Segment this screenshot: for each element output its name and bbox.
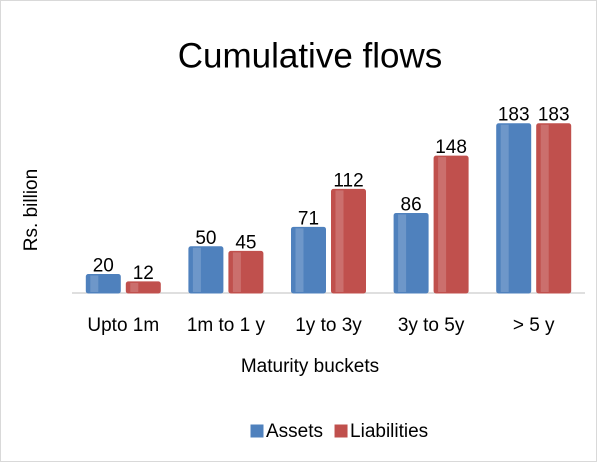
bar-shine <box>438 157 447 292</box>
bar-shine <box>500 124 509 292</box>
data-label: 86 <box>401 194 422 215</box>
data-label: 112 <box>333 170 363 191</box>
bar-shine <box>398 214 407 292</box>
legend-swatch <box>250 424 264 438</box>
bar <box>291 226 326 294</box>
bar <box>433 155 469 294</box>
bar-shine <box>295 228 304 292</box>
x-tick-label: 1y to 3y <box>295 315 362 336</box>
data-label: 183 <box>538 105 570 126</box>
bar-shine <box>192 247 201 292</box>
bar <box>228 250 264 294</box>
data-label: 183 <box>498 105 530 126</box>
legend-swatch <box>334 424 348 438</box>
data-label: 71 <box>298 208 319 229</box>
legend-label: Assets <box>266 421 323 442</box>
data-label: 12 <box>133 263 154 284</box>
data-label: 45 <box>235 232 256 253</box>
legend-label: Liabilities <box>350 421 428 442</box>
x-tick-label: > 5 y <box>513 315 555 336</box>
chart-title: Cumulative flows <box>178 36 443 75</box>
data-label: 20 <box>93 256 114 277</box>
bar-shine <box>232 252 241 292</box>
bar <box>125 281 161 294</box>
x-tick-label: 3y to 5y <box>398 315 465 336</box>
bar-shine <box>90 275 99 292</box>
bar-shine <box>335 190 344 292</box>
y-axis-label: Rs. billion <box>21 169 42 251</box>
data-label: 50 <box>195 228 216 249</box>
bar <box>496 123 532 294</box>
bar <box>85 274 121 294</box>
x-tick-label: 1m to 1 y <box>187 315 266 336</box>
bar <box>536 123 572 294</box>
bar-shine <box>130 282 139 292</box>
x-tick-label: Upto 1m <box>87 315 159 336</box>
data-label: 148 <box>435 137 467 158</box>
bar <box>393 212 429 294</box>
bar <box>188 246 224 294</box>
x-axis-label: Maturity buckets <box>241 356 379 377</box>
bar <box>331 188 366 294</box>
bar-shine <box>540 124 549 292</box>
